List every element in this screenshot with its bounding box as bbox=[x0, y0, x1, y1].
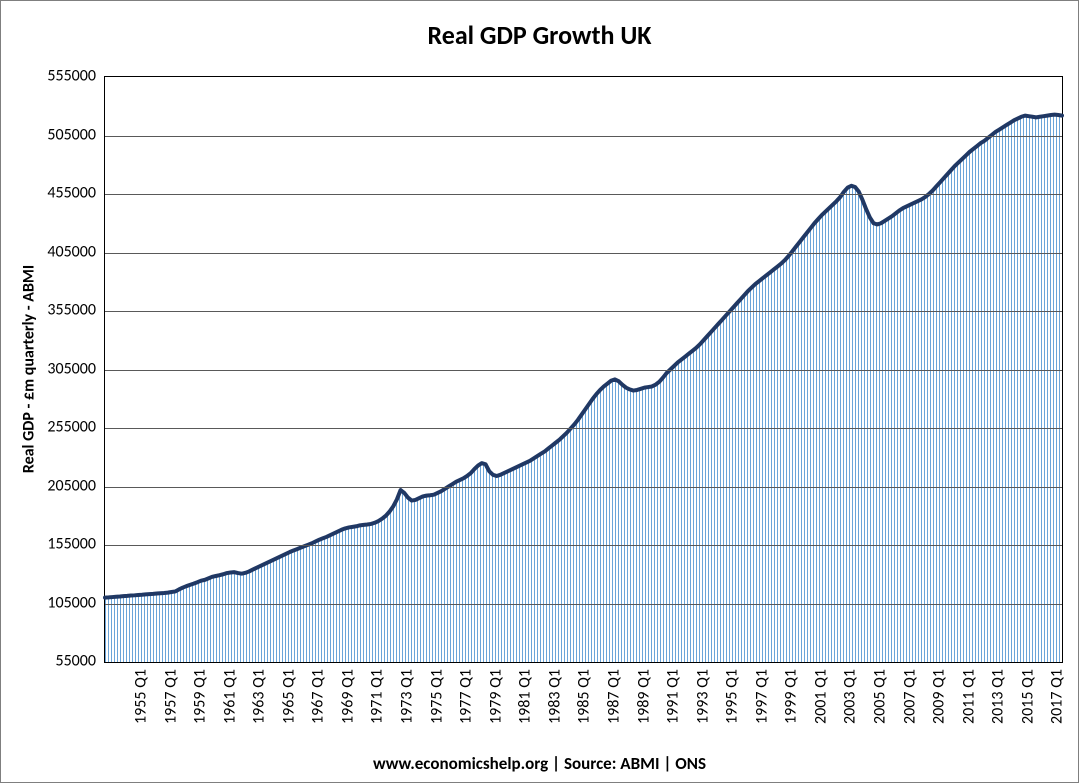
x-tick-label: 1987 Q1 bbox=[604, 669, 623, 724]
y-axis-title: Real GDP - £m quarterly - ABMI bbox=[20, 264, 39, 472]
gridline bbox=[105, 311, 1062, 312]
x-tick-label: 2011 Q1 bbox=[959, 669, 978, 724]
x-tick-label: 2001 Q1 bbox=[811, 669, 830, 724]
chart-title: Real GDP Growth UK bbox=[1, 19, 1078, 51]
x-tick-label: 1957 Q1 bbox=[161, 669, 180, 724]
gridline bbox=[105, 136, 1062, 137]
gridline bbox=[105, 428, 1062, 429]
y-tick-label: 205000 bbox=[47, 476, 96, 495]
y-tick-label: 405000 bbox=[47, 242, 96, 261]
gridline bbox=[105, 545, 1062, 546]
x-tick-label: 1969 Q1 bbox=[338, 669, 357, 724]
gridline bbox=[105, 604, 1062, 605]
x-tick-label: 1955 Q1 bbox=[131, 669, 150, 724]
gridline bbox=[105, 253, 1062, 254]
x-tick-label: 1999 Q1 bbox=[782, 669, 801, 724]
x-tick-label: 1981 Q1 bbox=[516, 669, 535, 724]
gridline bbox=[105, 487, 1062, 488]
y-tick-label: 55000 bbox=[55, 652, 96, 671]
x-tick-label: 1985 Q1 bbox=[575, 669, 594, 724]
x-tick-label: 2015 Q1 bbox=[1018, 669, 1037, 724]
y-tick-label: 355000 bbox=[47, 301, 96, 320]
gridline bbox=[105, 370, 1062, 371]
x-tick-label: 1971 Q1 bbox=[368, 669, 387, 724]
x-tick-label: 2013 Q1 bbox=[989, 669, 1008, 724]
x-tick-label: 1989 Q1 bbox=[634, 669, 653, 724]
x-tick-label: 1967 Q1 bbox=[309, 669, 328, 724]
y-tick-label: 555000 bbox=[47, 67, 96, 86]
x-tick-label: 1965 Q1 bbox=[279, 669, 298, 724]
x-tick-label: 1963 Q1 bbox=[250, 669, 269, 724]
chart-frame: Real GDP Growth UK Real GDP - £m quarter… bbox=[0, 0, 1079, 783]
area-fill bbox=[105, 115, 1062, 662]
x-tick-label: 1997 Q1 bbox=[752, 669, 771, 724]
x-tick-label: 1983 Q1 bbox=[545, 669, 564, 724]
x-tick-label: 1973 Q1 bbox=[398, 669, 417, 724]
plot-area bbox=[104, 76, 1063, 663]
y-tick-label: 305000 bbox=[47, 359, 96, 378]
x-tick-label: 1975 Q1 bbox=[427, 669, 446, 724]
x-tick-label: 1993 Q1 bbox=[693, 669, 712, 724]
y-tick-label: 255000 bbox=[47, 418, 96, 437]
x-tick-label: 1991 Q1 bbox=[664, 669, 683, 724]
x-tick-label: 1979 Q1 bbox=[486, 669, 505, 724]
gridline bbox=[105, 194, 1062, 195]
y-tick-label: 455000 bbox=[47, 184, 96, 203]
y-tick-label: 505000 bbox=[47, 125, 96, 144]
x-tick-label: 2005 Q1 bbox=[870, 669, 889, 724]
x-tick-label: 1959 Q1 bbox=[191, 669, 210, 724]
y-tick-label: 155000 bbox=[47, 535, 96, 554]
x-tick-label: 1995 Q1 bbox=[723, 669, 742, 724]
x-tick-label: 2007 Q1 bbox=[900, 669, 919, 724]
x-tick-label: 2009 Q1 bbox=[930, 669, 949, 724]
x-tick-label: 2017 Q1 bbox=[1048, 669, 1067, 724]
x-tick-label: 1961 Q1 bbox=[220, 669, 239, 724]
y-tick-label: 105000 bbox=[47, 593, 96, 612]
x-tick-label: 1977 Q1 bbox=[457, 669, 476, 724]
chart-footer: www.economicshelp.org | Source: ABMI | O… bbox=[1, 753, 1078, 774]
x-tick-label: 2003 Q1 bbox=[841, 669, 860, 724]
